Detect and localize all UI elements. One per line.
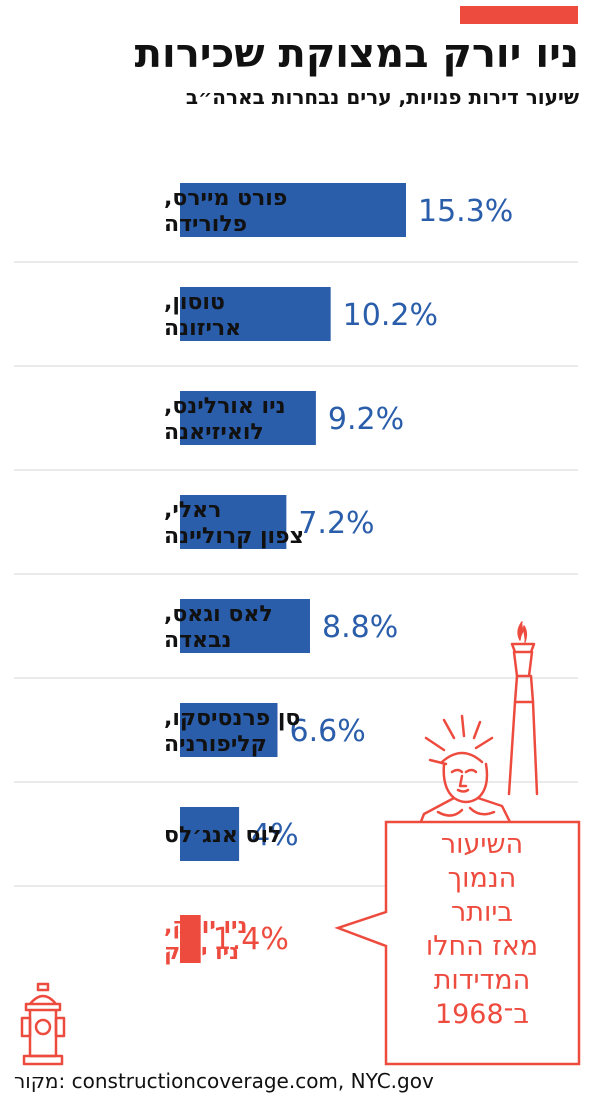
accent-bar	[460, 6, 578, 24]
callout-line: המדידות	[433, 965, 531, 996]
statue-of-liberty-icon	[418, 621, 539, 840]
category-label: פלורידה	[164, 212, 247, 237]
bar	[180, 495, 287, 549]
bar	[180, 807, 240, 861]
callout-line: ב־1968	[434, 999, 530, 1030]
category-label: טוסון,	[164, 290, 225, 315]
value-label: 7.2%	[298, 506, 374, 541]
callout-line: ביותר	[451, 897, 513, 928]
bar	[180, 703, 278, 757]
chart-subtitle: שיעור דירות פנויות, ערים נבחרות בארה״ב	[185, 85, 579, 109]
fire-hydrant-icon	[20, 982, 66, 1066]
category-label: ניו יורק	[164, 940, 239, 965]
source-credit: מקור: construction­coverage.com, NYC.gov	[14, 1069, 434, 1093]
category-label: לאס וגאס,	[164, 602, 273, 627]
category-label: קליפורניה	[164, 732, 267, 757]
bar	[180, 915, 201, 963]
category-label: נבאדה	[164, 628, 231, 653]
category-label: אריזונה	[164, 316, 241, 341]
category-label: סן פרנסיסקו,	[164, 706, 300, 731]
category-label: ראלי,	[164, 498, 221, 523]
callout-line: מאז החלו	[425, 931, 539, 962]
category-label: פורט מיירס,	[164, 186, 287, 211]
value-label: 4%	[251, 818, 299, 853]
chart-title: ניו יורק במצוקת שכירות	[134, 31, 579, 77]
callout-line: השיעור	[440, 829, 524, 860]
bar	[180, 391, 316, 445]
callout-text: השיעור הנמוך ביותר מאז החלו המדידות ב־1968	[388, 828, 576, 1032]
callout-bubble	[334, 820, 581, 1066]
category-label: לוס אנג׳לס	[164, 823, 281, 848]
bar	[180, 287, 331, 341]
value-label: 9.2%	[328, 402, 404, 437]
value-label: 6.6%	[289, 714, 365, 749]
bar	[180, 599, 310, 653]
category-label: לואיזיאנה	[164, 420, 264, 445]
value-label: 10.2%	[343, 298, 438, 333]
value-label: 1.4%	[213, 922, 289, 957]
value-label: 15.3%	[418, 194, 513, 229]
bar	[180, 183, 406, 237]
value-label: 8.8%	[322, 610, 398, 645]
callout-line: הנמוך	[447, 863, 517, 894]
category-label: ניו אורלינס,	[164, 394, 286, 419]
category-label: ניו יורק,	[164, 914, 248, 939]
category-label: צפון קרוליינה	[164, 524, 304, 549]
